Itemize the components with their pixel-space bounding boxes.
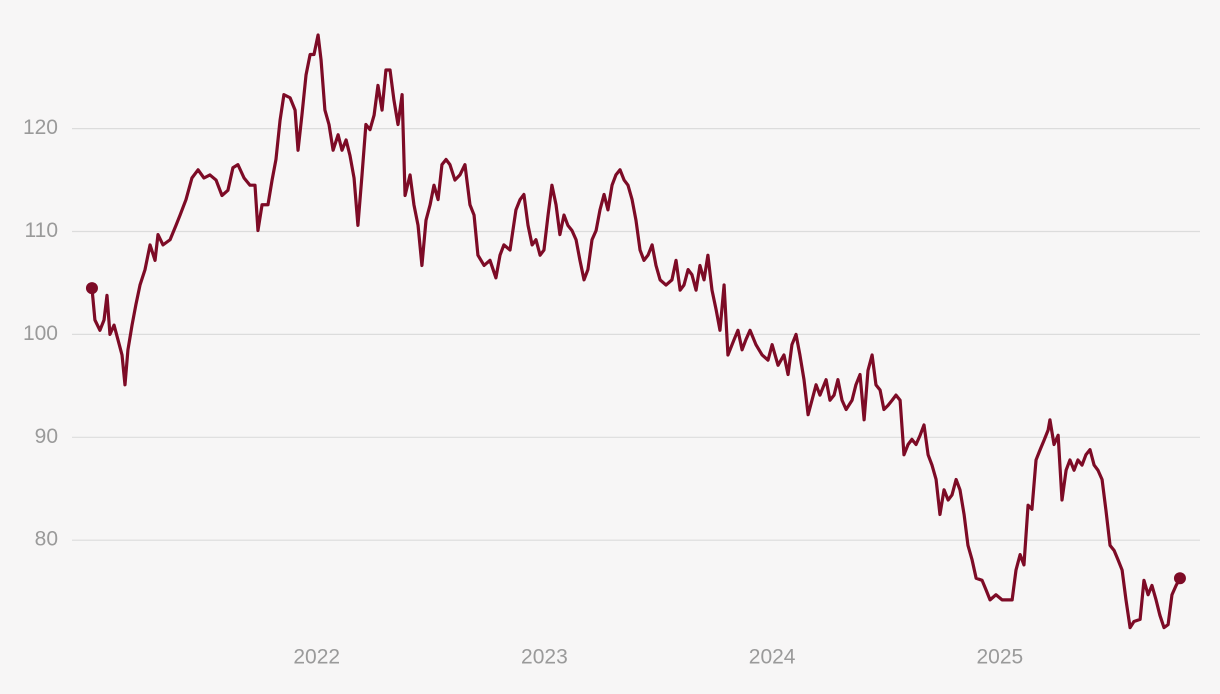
y-tick-label: 100 [23,322,58,345]
end-point-marker [85,282,98,295]
y-tick-label: 110 [25,219,58,242]
x-tick-label: 2022 [293,646,340,669]
end-point-marker [1173,572,1186,585]
y-tick-label: 120 [23,116,58,139]
series-line [90,33,1182,630]
x-tick-label: 2025 [976,646,1023,669]
x-tick-label: 2024 [749,646,796,669]
x-tick-label: 2023 [521,646,568,669]
y-tick-label: 80 [35,528,58,551]
grid: 80 90 100 110 120 2022 2023 2024 2025 [23,116,1200,669]
plot-area [85,33,1186,630]
y-tick-label: 90 [35,425,58,448]
